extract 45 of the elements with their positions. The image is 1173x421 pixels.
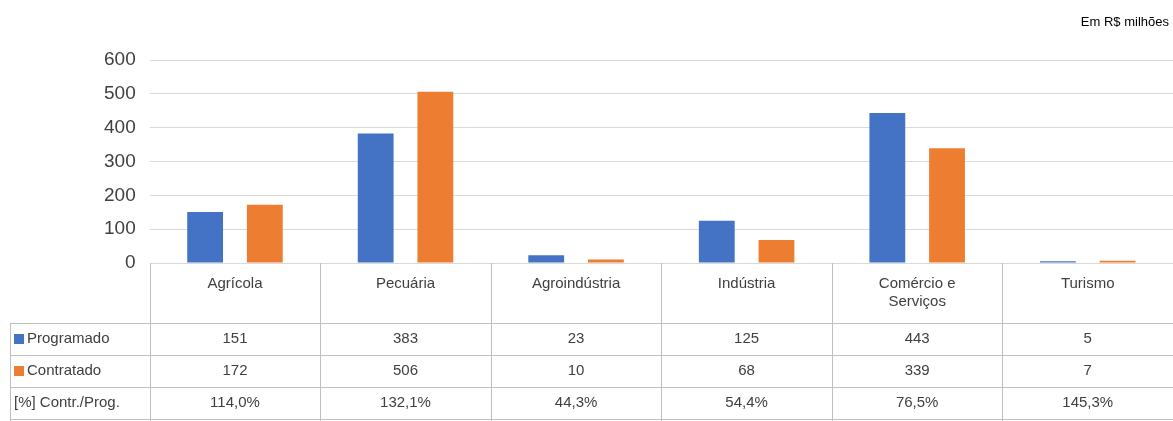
text: 76,5% [895, 393, 939, 411]
data-label: 125 [734, 329, 760, 347]
y-tick-label: 100 [104, 217, 136, 239]
data-label: 10 [567, 361, 585, 379]
y-tick-label: 300 [104, 149, 136, 171]
bar [869, 113, 906, 263]
x-tick-label: Indústria [717, 274, 777, 292]
y-tick-label: 400 [104, 115, 136, 137]
bar [698, 220, 735, 263]
y-tick-label: 0 [125, 251, 136, 273]
legend-label: Programado [27, 329, 110, 347]
x-tick-label: Comércio e Serviços [878, 274, 956, 310]
data-label: 506 [393, 361, 419, 379]
bar [246, 204, 283, 263]
x-tick-label: Pecuária [375, 274, 436, 292]
bar [758, 239, 795, 263]
bar [588, 259, 624, 263]
y-tick-label: 600 [104, 48, 136, 70]
y-tick-label: 200 [104, 183, 136, 205]
data-label: 339 [904, 361, 930, 379]
bar [528, 255, 565, 263]
data-label: 5 [1083, 329, 1092, 347]
data-label: 23 [567, 329, 585, 347]
data-label: 443 [904, 329, 930, 347]
text: 132,1% [380, 393, 431, 411]
y-tick-label: 500 [104, 82, 136, 104]
data-label: 172 [222, 361, 248, 379]
bar [187, 211, 224, 263]
x-tick-label: Turismo [1060, 274, 1115, 292]
bar [929, 148, 965, 263]
chart-subtitle: Em R$ milhões [1080, 14, 1169, 29]
text: 114,0% [210, 393, 260, 411]
legend-label: Contratado [27, 361, 102, 379]
data-label: 68 [738, 361, 755, 379]
text: 145,3% [1062, 393, 1114, 411]
bar [417, 91, 454, 263]
data-label: 383 [393, 329, 419, 347]
text: [%] Contr./Prog. [14, 393, 120, 411]
text: 54,4% [725, 393, 768, 411]
data-label: 7 [1083, 361, 1092, 379]
data-label: 151 [222, 329, 248, 347]
x-tick-label: Agroindústria [531, 274, 621, 292]
x-tick-label: Agrícola [207, 274, 264, 292]
bar [357, 133, 394, 263]
text: 44,3% [554, 393, 598, 411]
